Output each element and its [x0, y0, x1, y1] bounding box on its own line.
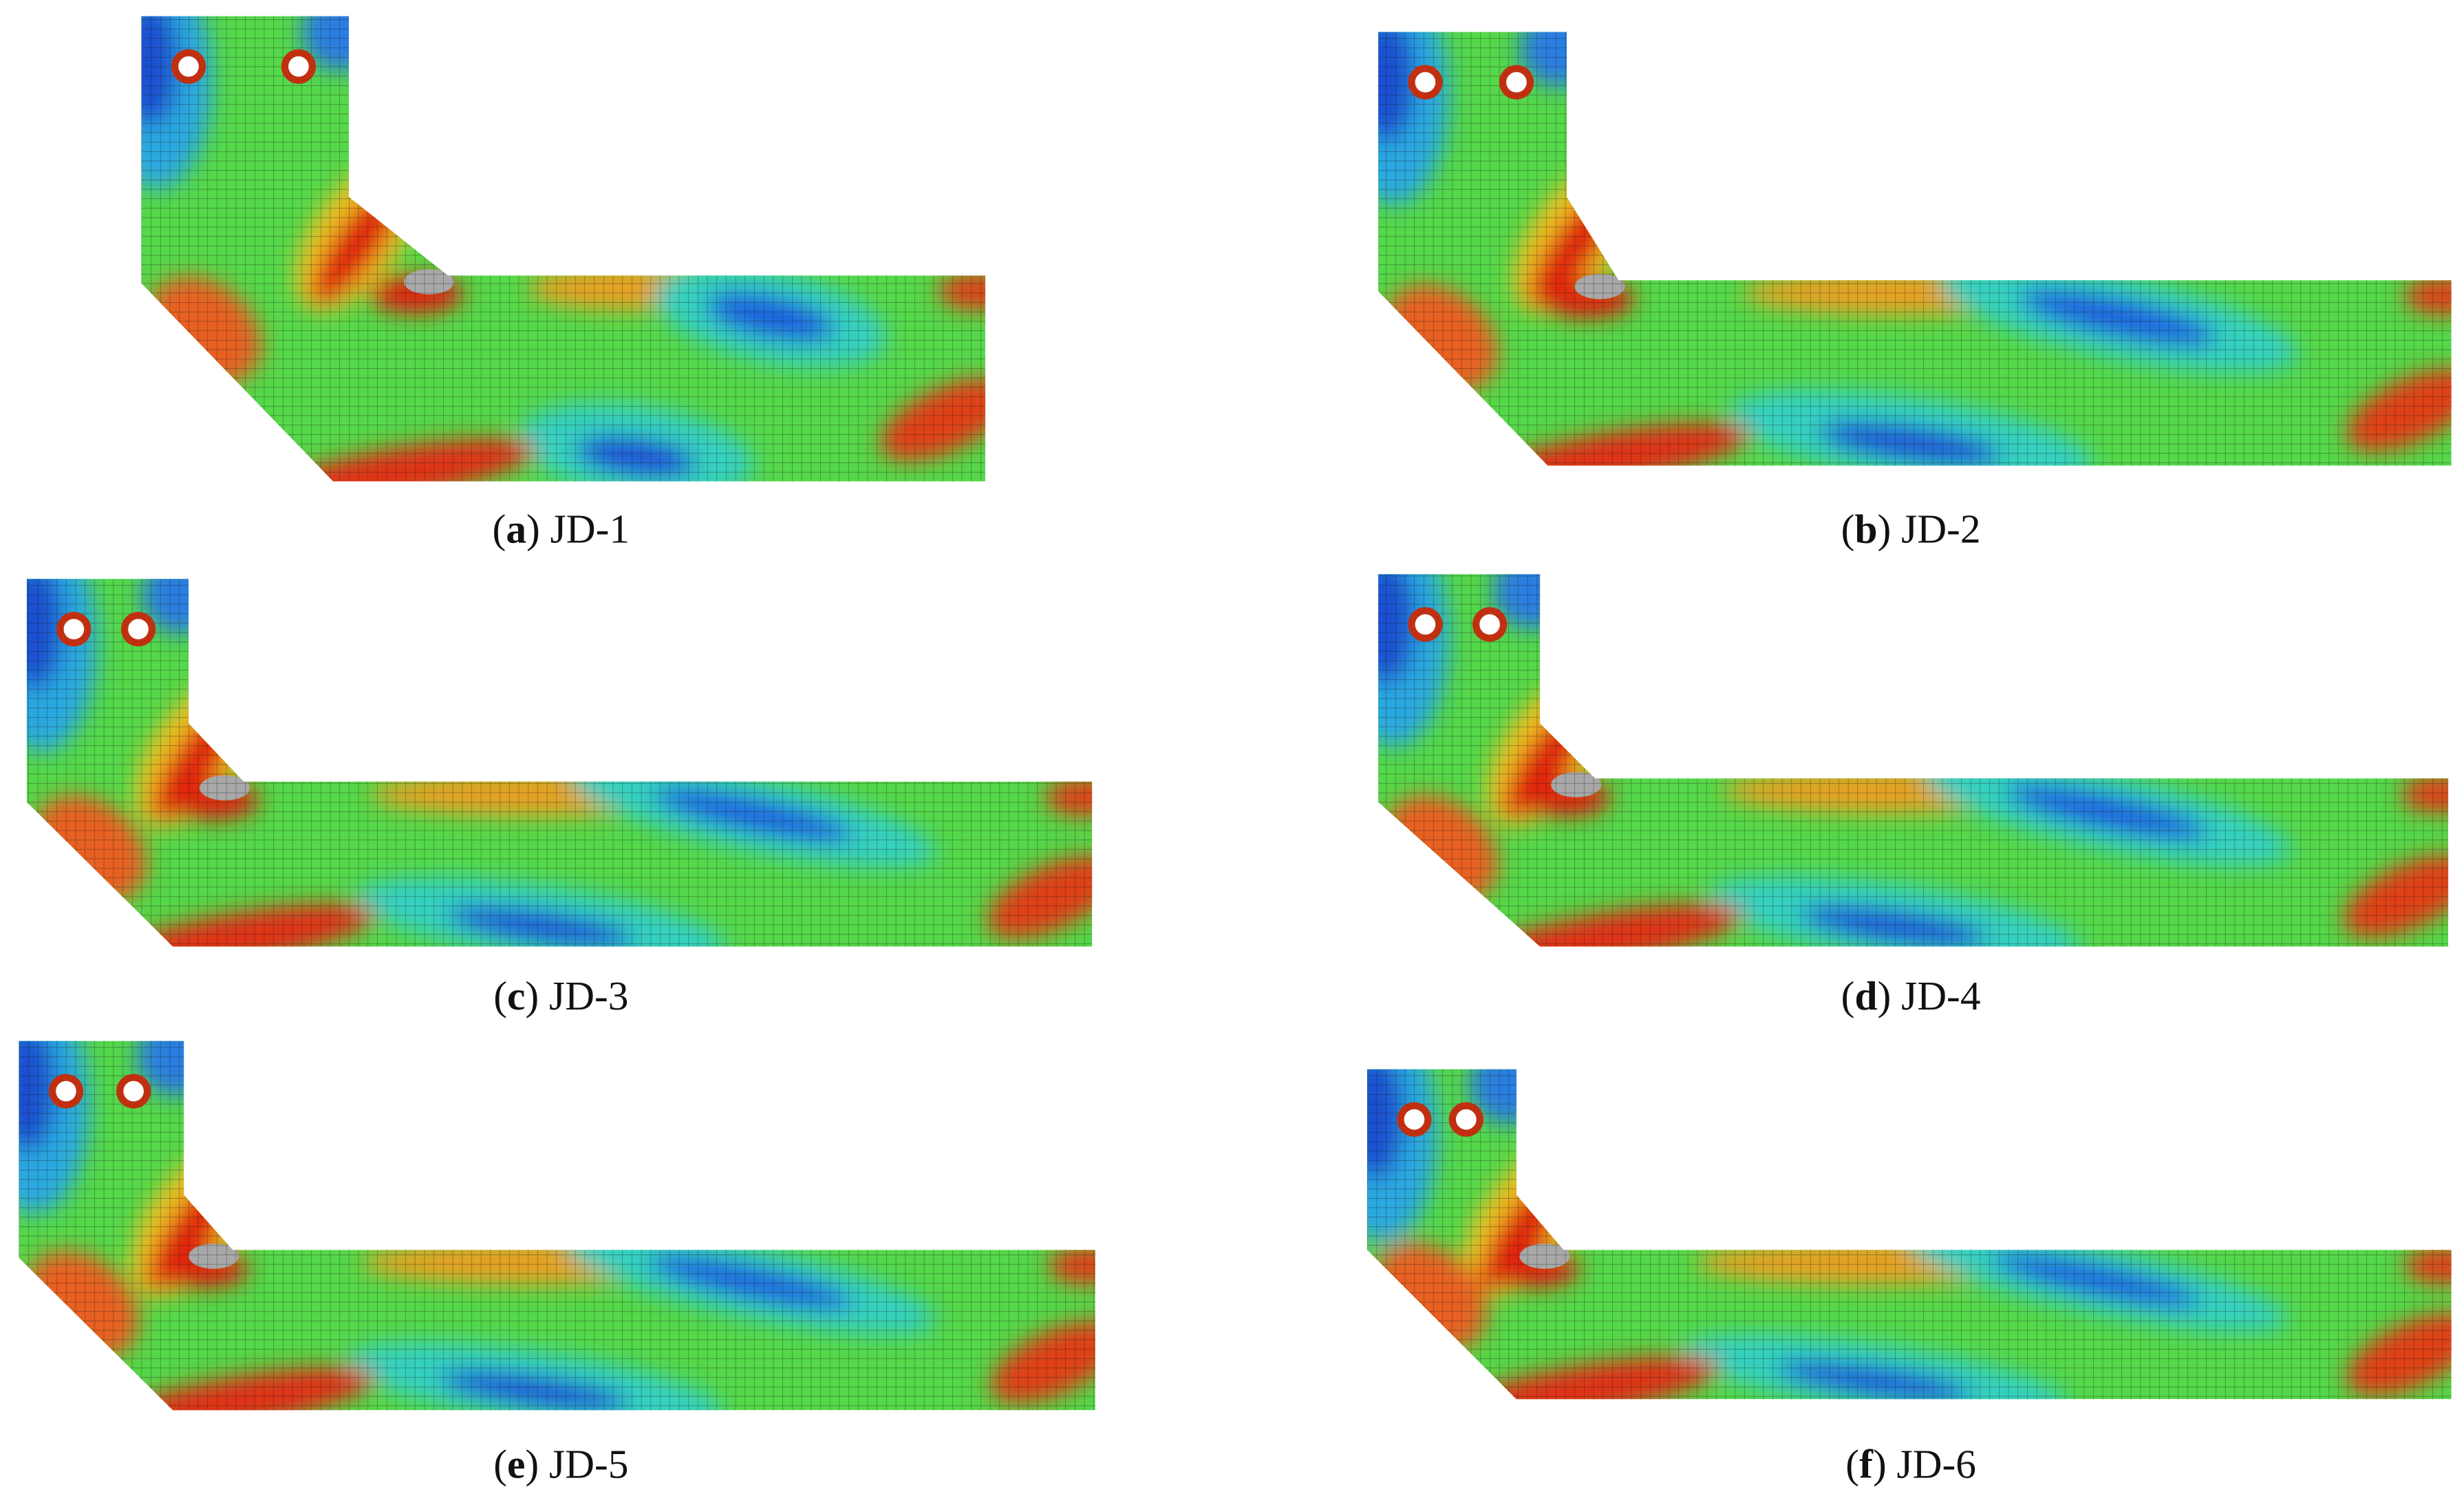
hole	[1404, 1109, 1425, 1130]
caption: (d) JD-4	[1841, 973, 1981, 1018]
plate	[141, 16, 985, 482]
mesh	[1378, 574, 2449, 947]
caption: (a) JD-1	[493, 506, 630, 552]
hole	[1415, 614, 1436, 635]
hole	[63, 619, 85, 640]
caption: (b) JD-2	[1841, 506, 1981, 552]
plate	[1378, 32, 2452, 466]
plate	[19, 1040, 1095, 1411]
hole	[1455, 1109, 1477, 1130]
hole	[1415, 72, 1436, 93]
caption: (c) JD-3	[493, 973, 628, 1018]
mesh	[26, 579, 1093, 947]
mesh	[1367, 1069, 2452, 1400]
caption: (f) JD-6	[1845, 1441, 1976, 1486]
plate	[1378, 574, 2449, 947]
hole	[1479, 614, 1500, 635]
plate	[1367, 1069, 2452, 1400]
hole	[123, 1080, 144, 1102]
hole	[56, 1080, 76, 1102]
plate	[26, 579, 1093, 947]
mesh	[1378, 32, 2452, 466]
mesh	[141, 16, 985, 482]
hole	[178, 56, 199, 77]
hole	[1506, 72, 1527, 93]
hole	[128, 619, 149, 640]
caption: (e) JD-5	[493, 1441, 628, 1486]
hole	[288, 56, 309, 77]
contour-plots	[19, 16, 2452, 1411]
mesh	[19, 1040, 1095, 1411]
